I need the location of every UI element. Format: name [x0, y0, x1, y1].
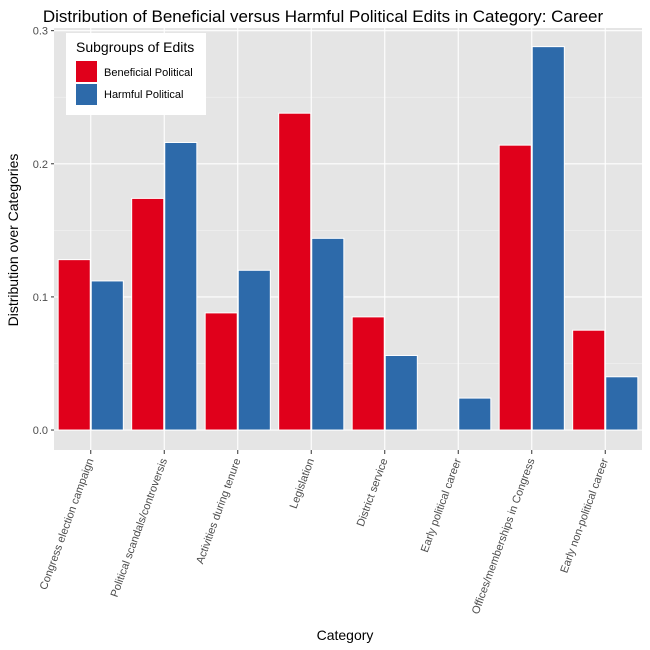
x-axis-title: Category [317, 627, 374, 643]
bar-harmful-political-offices-memberships-in-congress [531, 46, 565, 431]
bar-harmful-political-congress-election-campaign [90, 280, 124, 431]
legend: Subgroups of Edits Beneficial Political … [66, 33, 206, 115]
x-axis: Congress election campaign Political scan… [38, 450, 611, 616]
legend-key-beneficial-political [76, 61, 97, 82]
bar-harmful-political-early-non-political-career [605, 376, 639, 431]
y-tick-label: 0.3 [33, 26, 48, 38]
bar-beneficial-political-offices-memberships-in-congress [498, 144, 532, 431]
bar-beneficial-political-political-scandals-controversis [131, 197, 165, 431]
y-tick-label: 0.1 [33, 292, 48, 304]
bar-beneficial-political-activities-during-tenure [204, 312, 238, 431]
x-tick-label-early-non-political-career: Early non-political career [558, 457, 611, 575]
bar-beneficial-political-early-non-political-career [572, 329, 606, 431]
x-tick-label-legislation: Legislation [288, 457, 317, 511]
y-tick-label: 0.0 [33, 425, 48, 437]
bar-harmful-political-early-political-career [458, 397, 492, 431]
y-axis: 0.0 0.1 0.2 0.3 [33, 26, 54, 437]
legend-title: Subgroups of Edits [76, 39, 194, 55]
legend-label-harmful-political: Harmful Political [104, 89, 183, 101]
chart-title: Distribution of Beneficial versus Harmfu… [43, 7, 604, 26]
bar-harmful-political-activities-during-tenure [237, 269, 271, 431]
bar-beneficial-political-congress-election-campaign [57, 259, 91, 431]
legend-label-beneficial-political: Beneficial Political [104, 67, 193, 79]
x-tick-label-early-political-career: Early political career [419, 457, 464, 554]
bars [57, 46, 639, 431]
bar-beneficial-political-district-service [351, 316, 385, 431]
bar-harmful-political-political-scandals-controversis [164, 141, 198, 431]
bar-harmful-political-legislation [311, 237, 345, 431]
legend-key-harmful-political [76, 84, 97, 105]
bar-beneficial-political-legislation [278, 112, 312, 431]
x-tick-label-district-service: District service [355, 457, 391, 528]
y-axis-title: Distribution over Categories [5, 154, 21, 327]
x-tick-label-congress-election-campaign: Congress election campaign [38, 457, 97, 592]
x-tick-label-activities-during-tenure: Activities during tenure [194, 457, 243, 566]
x-tick-label-political-scandals-controversis: Political scandals/controversis [109, 456, 171, 598]
x-tick-label-offices-memberships-in-congress: Offices/memberships in Congress [470, 456, 538, 615]
y-tick-label: 0.2 [33, 159, 48, 171]
bar-harmful-political-district-service [384, 354, 418, 431]
